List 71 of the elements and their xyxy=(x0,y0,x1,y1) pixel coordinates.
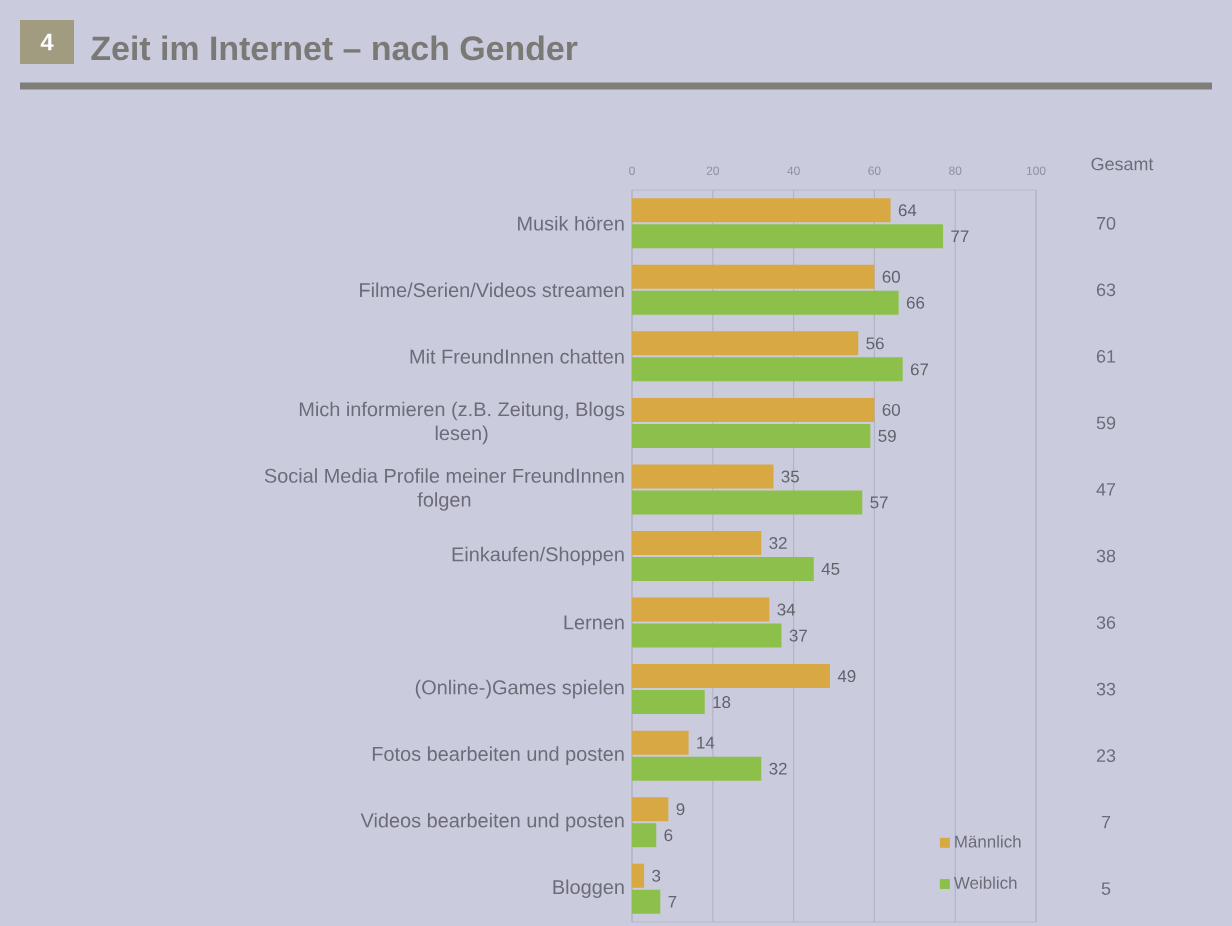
bar xyxy=(632,397,875,422)
bar xyxy=(632,490,863,515)
bar xyxy=(632,756,762,781)
text: 36 xyxy=(1096,616,1116,629)
bar xyxy=(632,690,705,715)
y-tick-label: Social Media Profile meiner FreundInnen folgen xyxy=(264,468,624,511)
data-label: 14 xyxy=(697,736,715,749)
text: Gesamt xyxy=(1091,157,1154,171)
bar xyxy=(632,597,770,622)
text: 47 xyxy=(1096,483,1116,496)
y-tick-label: Filme/Serien/Videos streamen xyxy=(360,282,624,298)
data-label: 77 xyxy=(951,230,969,243)
bar xyxy=(632,464,774,489)
bar xyxy=(632,797,669,822)
text: 5 xyxy=(1101,882,1111,895)
data-label: 37 xyxy=(789,629,807,642)
text: 33 xyxy=(1096,682,1116,696)
y-tick-label: Mich informieren (z.B. Zeitung, Blogs lesen) xyxy=(299,401,625,445)
text: 61 xyxy=(1096,350,1116,363)
bar xyxy=(632,623,782,648)
bar xyxy=(632,863,645,888)
data-label: 32 xyxy=(769,762,787,775)
y-tick-label: Fotos bearbeiten und posten xyxy=(372,746,624,765)
data-label: 45 xyxy=(821,563,840,575)
y-tick-label: Mit FreundInnen chatten xyxy=(410,349,624,364)
data-label: 35 xyxy=(781,470,799,483)
legend-label: Männlich xyxy=(955,835,1021,848)
bar xyxy=(632,531,762,556)
y-tick-label: Bloggen xyxy=(553,879,624,899)
text: 7 xyxy=(1101,816,1111,829)
data-label: 60 xyxy=(882,403,900,416)
text: 38 xyxy=(1096,549,1116,563)
data-label: 57 xyxy=(870,496,888,509)
y-tick-label: Lernen xyxy=(564,615,624,630)
text: 23 xyxy=(1096,749,1116,762)
bar xyxy=(632,331,859,356)
bar xyxy=(632,889,661,914)
bar xyxy=(632,224,944,249)
data-label: 66 xyxy=(906,296,925,309)
bar xyxy=(632,664,830,689)
text: 63 xyxy=(1096,283,1116,297)
data-label: 34 xyxy=(777,603,796,616)
bar xyxy=(632,198,891,223)
y-tick-label: Musik hören xyxy=(518,215,624,231)
data-label: 56 xyxy=(866,337,884,350)
data-label: 32 xyxy=(769,537,787,549)
text: Zeit im Internet – nach Gender xyxy=(91,35,578,61)
data-label: 7 xyxy=(668,895,677,908)
data-label: 59 xyxy=(878,429,896,442)
legend-label: Weiblich xyxy=(953,876,1017,889)
text: 70 xyxy=(1096,216,1116,230)
data-label: 49 xyxy=(837,670,856,683)
bar xyxy=(632,290,899,315)
data-label: 18 xyxy=(713,696,731,709)
data-label: 3 xyxy=(652,869,661,882)
data-label: 67 xyxy=(910,363,929,376)
bar xyxy=(632,823,657,848)
y-tick-label: Einkaufen/Shoppen xyxy=(452,546,624,566)
data-label: 64 xyxy=(898,204,917,217)
text: 4 xyxy=(40,33,54,51)
bar xyxy=(632,357,903,382)
y-tick-label: (Online-)Games spielen xyxy=(415,679,624,699)
bar xyxy=(632,557,814,582)
bar xyxy=(632,264,875,289)
bar xyxy=(632,730,689,755)
bar xyxy=(632,423,871,448)
data-label: 60 xyxy=(882,270,900,283)
data-label: 6 xyxy=(664,829,673,842)
y-tick-label: Videos bearbeiten und posten xyxy=(360,812,624,832)
data-label: 9 xyxy=(676,803,685,816)
text: 59 xyxy=(1096,416,1116,430)
